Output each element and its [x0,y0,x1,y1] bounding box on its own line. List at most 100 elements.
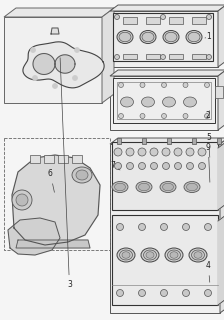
Ellipse shape [170,252,178,258]
Circle shape [138,290,146,297]
Ellipse shape [168,250,181,260]
Circle shape [161,54,166,60]
Ellipse shape [194,252,202,258]
Bar [146,17,160,24]
Bar [112,142,218,210]
Ellipse shape [184,181,200,193]
Circle shape [205,290,211,297]
Bar [30,155,40,163]
Circle shape [183,83,188,87]
Circle shape [187,163,194,170]
Circle shape [75,47,80,52]
Ellipse shape [183,97,196,107]
Ellipse shape [163,30,179,44]
Ellipse shape [188,32,200,42]
Ellipse shape [192,250,205,260]
Ellipse shape [165,32,177,42]
Bar [169,54,183,59]
Circle shape [114,148,122,156]
Circle shape [118,114,123,118]
Bar [167,138,171,144]
Circle shape [30,47,35,52]
Ellipse shape [165,248,183,262]
Circle shape [186,148,194,156]
Bar [123,17,137,24]
Ellipse shape [146,252,154,258]
Ellipse shape [136,181,152,193]
Polygon shape [8,218,60,255]
Bar [117,138,121,144]
Polygon shape [102,8,114,103]
Bar [192,54,206,59]
Circle shape [12,190,32,210]
Bar [4,17,102,103]
Circle shape [205,223,211,230]
Polygon shape [55,55,75,73]
Circle shape [114,54,119,60]
Circle shape [183,290,190,297]
Circle shape [126,148,134,156]
Ellipse shape [187,183,198,191]
Ellipse shape [114,183,125,191]
Ellipse shape [117,30,133,44]
Bar [110,76,218,130]
Ellipse shape [138,183,149,191]
Polygon shape [110,5,224,11]
Circle shape [32,76,37,81]
Polygon shape [23,42,104,88]
Text: 2: 2 [206,111,211,120]
Circle shape [174,148,182,156]
Circle shape [138,223,146,230]
Polygon shape [33,53,55,75]
Ellipse shape [72,167,92,183]
Ellipse shape [119,250,133,260]
Ellipse shape [140,30,156,44]
Text: 7: 7 [111,161,120,170]
Text: 6: 6 [48,169,54,192]
Bar [192,17,206,24]
Circle shape [116,290,123,297]
Circle shape [140,83,145,87]
Circle shape [161,290,168,297]
Polygon shape [4,8,114,17]
Bar [146,54,160,59]
Ellipse shape [186,30,202,44]
Circle shape [198,163,205,170]
Polygon shape [220,138,224,313]
Text: 9: 9 [206,143,211,182]
Ellipse shape [142,97,155,107]
Bar [142,138,146,144]
Polygon shape [218,5,224,67]
Text: 1: 1 [205,32,211,41]
Ellipse shape [122,252,130,258]
Circle shape [162,148,170,156]
Text: 4: 4 [206,261,211,282]
Circle shape [161,14,166,20]
Circle shape [16,194,28,206]
Polygon shape [218,142,224,210]
Text: 5: 5 [206,133,211,157]
Circle shape [162,114,166,118]
Circle shape [151,163,157,170]
Circle shape [52,84,58,89]
Circle shape [140,114,145,118]
Circle shape [73,76,78,81]
Circle shape [138,148,146,156]
Polygon shape [16,240,90,248]
Bar [215,86,223,98]
Ellipse shape [142,32,154,42]
Bar [117,82,211,119]
Ellipse shape [189,248,207,262]
Ellipse shape [162,97,175,107]
Bar [113,13,213,61]
Ellipse shape [76,170,88,180]
Bar [110,144,220,313]
Ellipse shape [162,183,174,191]
Circle shape [207,14,211,20]
Circle shape [183,223,190,230]
Circle shape [174,163,181,170]
Circle shape [183,114,188,118]
Ellipse shape [112,181,128,193]
Bar [58,155,68,163]
Polygon shape [12,155,100,245]
